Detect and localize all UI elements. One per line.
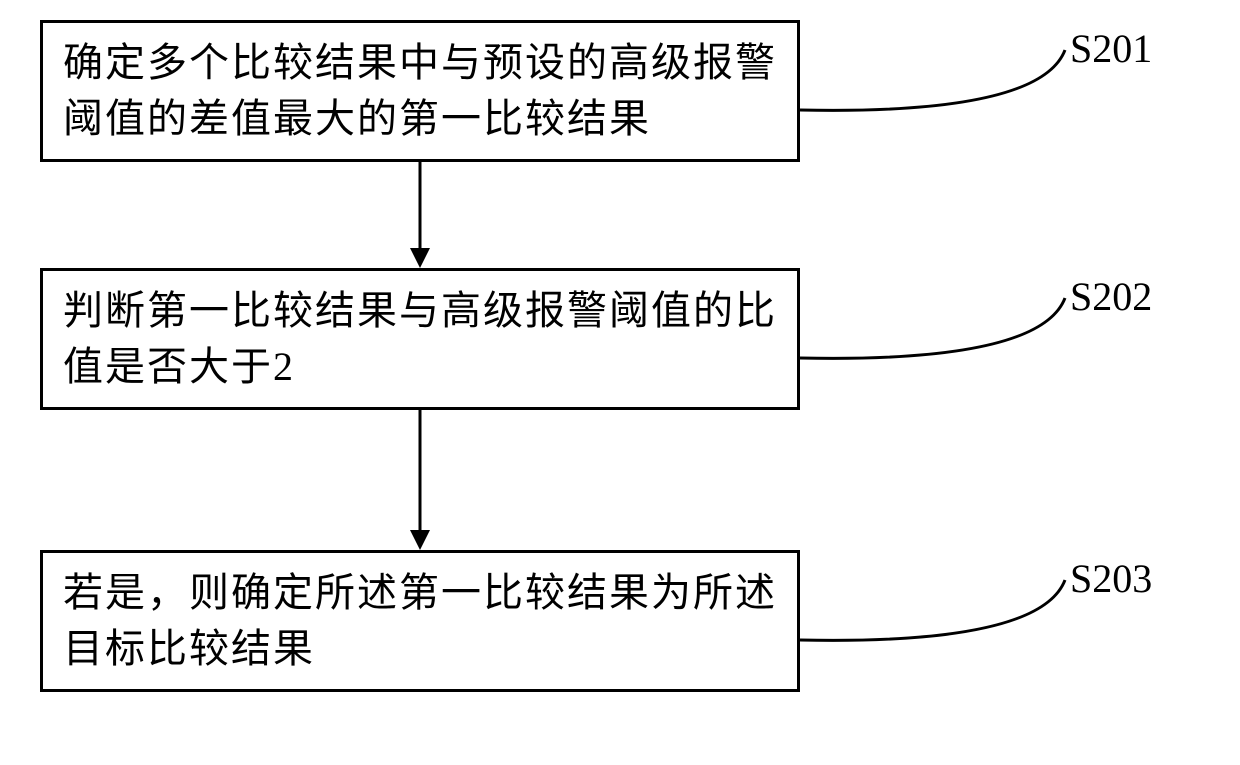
flowchart-box-s203: 若是，则确定所述第一比较结果为所述目标比较结果 bbox=[40, 550, 800, 692]
step-label-s202: S202 bbox=[1070, 273, 1152, 320]
connector-s202 bbox=[800, 298, 1065, 358]
step-label-s201: S201 bbox=[1070, 25, 1152, 72]
flowchart-box-s202: 判断第一比较结果与高级报警阈值的比值是否大于2 bbox=[40, 268, 800, 410]
step-label-s203: S203 bbox=[1070, 555, 1152, 602]
arrow-2-3-head bbox=[410, 530, 430, 550]
box-text-s203: 若是，则确定所述第一比较结果为所述目标比较结果 bbox=[63, 565, 777, 677]
box-text-s202: 判断第一比较结果与高级报警阈值的比值是否大于2 bbox=[63, 283, 777, 395]
connector-s203 bbox=[800, 580, 1065, 640]
box-text-s201: 确定多个比较结果中与预设的高级报警阈值的差值最大的第一比较结果 bbox=[63, 35, 777, 147]
flowchart-box-s201: 确定多个比较结果中与预设的高级报警阈值的差值最大的第一比较结果 bbox=[40, 20, 800, 162]
connector-s201 bbox=[800, 50, 1065, 110]
arrow-1-2-head bbox=[410, 248, 430, 268]
